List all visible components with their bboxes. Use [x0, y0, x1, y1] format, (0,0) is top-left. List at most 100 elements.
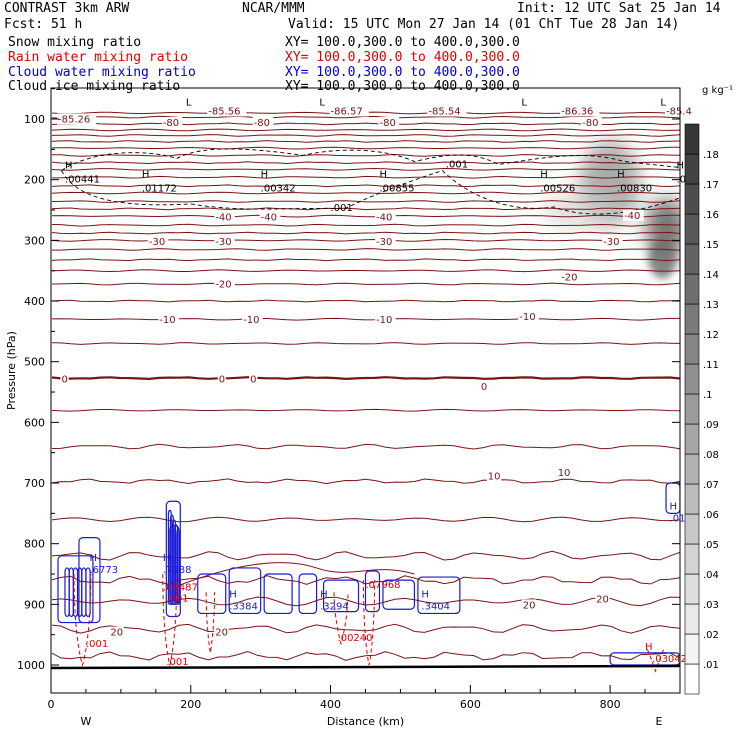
x-tick-label: 800 — [600, 698, 621, 711]
field-xy-rain: XY= 100.0,300.0 to 400.0,300.0 — [285, 50, 520, 65]
ice-contour-top — [61, 148, 680, 171]
isotherm — [52, 258, 680, 262]
temperature-label: -10 — [159, 315, 175, 326]
colorbar-label: .07 — [703, 480, 719, 491]
temperature-label: 20 — [110, 628, 123, 639]
snow-shade-west — [542, 190, 623, 231]
rain-contour — [205, 592, 216, 653]
temperature-label: -85.54 — [428, 107, 460, 118]
cloud-water-contour — [364, 570, 381, 613]
colorbar-label: .18 — [703, 150, 719, 161]
field-name-snow: Snow mixing ratio — [8, 35, 142, 50]
rain-contour — [646, 649, 665, 673]
temperature-label: 0 — [219, 375, 225, 386]
isotherm-bump — [176, 562, 415, 587]
colorbar-label: .16 — [703, 210, 719, 221]
rain-label: .03042 — [652, 654, 687, 665]
rain-label: .001 — [166, 657, 188, 668]
temperature-label: -20 — [215, 279, 231, 290]
colorbar-label: .06 — [703, 510, 719, 521]
ice-label: L — [319, 98, 325, 109]
colorbar-cell — [684, 603, 700, 635]
isotherm — [52, 128, 680, 132]
snow-shade-core — [648, 238, 677, 279]
axes: 0 200 400 600 800100200300400500600700800900… — [5, 88, 680, 728]
y-tick-label: 700 — [24, 477, 45, 490]
temperature-label-bg — [214, 211, 235, 223]
rain-contour — [162, 574, 178, 667]
colorbar-cell — [684, 453, 700, 485]
isotherm — [52, 153, 680, 157]
isotherm — [52, 550, 680, 561]
isotherm — [52, 146, 680, 150]
isotherm — [52, 223, 680, 227]
colorbar-cell — [684, 123, 700, 155]
isotherm — [52, 122, 680, 126]
temperature-label-bg — [214, 626, 229, 638]
colorbar-cell — [684, 333, 700, 365]
cloud-water-max-value: .3404 — [421, 601, 450, 612]
snow-max-marker: H — [142, 170, 150, 181]
cloud-water-max-value: .6773 — [89, 565, 118, 576]
temperature-label: -85.4 — [666, 107, 692, 118]
isotherm — [52, 269, 680, 273]
colorbar-cell — [684, 513, 700, 545]
colorbar-cell — [684, 303, 700, 335]
snow-max-value: .00441 — [65, 175, 100, 186]
rain-label: .09487 — [163, 582, 198, 593]
snow-max-value: .00855 — [379, 184, 414, 195]
temperature-label: -40 — [624, 211, 640, 222]
ice-label: .001 — [331, 203, 353, 214]
temperature-label: 0 — [250, 375, 256, 386]
isotherm — [52, 516, 680, 523]
colorbar-label: .11 — [703, 360, 719, 371]
temperature-label: -30 — [149, 237, 165, 248]
colorbar-cell — [684, 273, 700, 305]
cloud-water-contours — [57, 482, 680, 666]
y-tick-label: 1000 — [17, 659, 45, 672]
ice-label: L — [186, 98, 192, 109]
colorbar-label: .12 — [703, 330, 719, 341]
field-name-cloud-water: Cloud water mixing ratio — [8, 65, 196, 80]
cloud-water-contour — [169, 514, 174, 605]
isotherm — [52, 282, 680, 286]
snow-max-marker: H — [617, 170, 625, 181]
cloud-water-max-marker: H — [421, 589, 429, 600]
temperature-label-bg — [518, 311, 539, 323]
isotherm — [52, 376, 680, 381]
temperature-label: 0 — [481, 382, 487, 393]
colorbar-label: .05 — [703, 540, 719, 551]
valid-time: Valid: 15 UTC Mon 27 Jan 14 (01 ChT Tue … — [288, 17, 680, 32]
x-axis-title: Distance (km) — [327, 715, 404, 728]
cloud-water-contour — [174, 524, 179, 605]
temperature-label: 20 — [215, 628, 228, 639]
cloud-water-contour — [76, 567, 83, 618]
y-tick-label: 600 — [24, 416, 45, 429]
isotherm — [52, 175, 680, 179]
colorbar-label: .02 — [703, 630, 719, 641]
temperature-label: 20 — [523, 600, 536, 611]
x-tick-label: 400 — [320, 698, 341, 711]
rain-label: .00240 — [338, 633, 373, 644]
colorbar-label: .15 — [703, 240, 719, 251]
temperature-label-bg — [378, 117, 400, 129]
temperature-label: -10 — [376, 315, 392, 326]
isotherm — [52, 161, 680, 165]
temperature-label-bg — [486, 470, 502, 482]
colorbar-cell — [684, 633, 700, 665]
temperature-label-bg — [217, 373, 226, 385]
colorbar-label: .09 — [703, 420, 719, 431]
temperature-label-bg — [329, 105, 369, 117]
temperature-label-bg — [252, 117, 274, 129]
temperature-label-bg — [60, 373, 69, 385]
snow-max-marker: H — [261, 170, 269, 181]
colorbar-cell — [684, 483, 700, 515]
cloud-water-max-marker: H — [163, 553, 171, 564]
colorbar-cell — [684, 153, 700, 185]
rain-contour — [362, 580, 376, 666]
temperature-contours — [52, 111, 680, 661]
colorbar-label: .08 — [703, 450, 719, 461]
isotherm — [52, 443, 680, 450]
east-end-label: E — [656, 715, 663, 728]
